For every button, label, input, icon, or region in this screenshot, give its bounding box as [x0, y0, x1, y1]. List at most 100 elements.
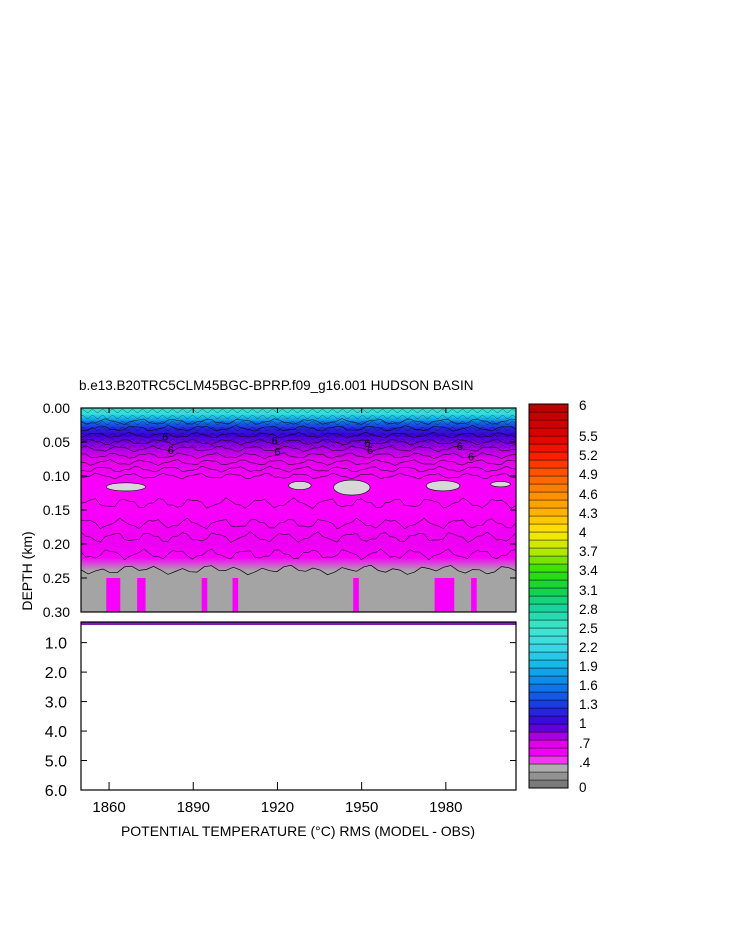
colorbar-tick-label: .4 — [579, 755, 591, 770]
colorbar-cell — [528, 675, 569, 685]
colorbar-cell — [528, 763, 569, 773]
colorbar-cell — [528, 747, 569, 757]
colorbar-cell — [528, 619, 569, 629]
colorbar-cell — [528, 419, 569, 429]
colorbar-cell — [528, 563, 569, 573]
y-tick-label: 4.0 — [45, 724, 67, 741]
colorbar-cell — [528, 667, 569, 677]
contour-label: 6 — [457, 441, 463, 453]
colorbar-cell — [528, 611, 569, 621]
colorbar-cell — [528, 467, 569, 477]
high-value-column — [232, 578, 239, 612]
colorbar-tick-label: 4.3 — [579, 506, 598, 521]
y-tick-label: 6.0 — [45, 783, 67, 800]
colorbar-cell — [528, 627, 569, 637]
colorbar-cell — [528, 515, 569, 525]
colorbar-cell — [528, 723, 569, 733]
y-tick-label: 0.25 — [43, 570, 70, 586]
colorbar-cell — [528, 475, 569, 485]
colorbar-tick-label: 2.8 — [579, 602, 598, 617]
colorbar-cells — [528, 403, 569, 789]
colorbar-tick-label: 1 — [579, 716, 587, 731]
colorbar-cell — [528, 571, 569, 581]
colorbar-cell — [528, 427, 569, 437]
colorbar-cell — [528, 779, 569, 789]
high-value-column — [471, 578, 477, 612]
colorbar-cell — [528, 651, 569, 661]
contour-label: 6 — [168, 445, 174, 457]
colorbar-tick-label: 1.9 — [579, 659, 598, 674]
y-tick-label: 0.15 — [43, 502, 70, 518]
colorbar-cell — [528, 755, 569, 765]
colorbar-tick-label: 5.2 — [579, 448, 598, 463]
contour-line — [81, 517, 516, 530]
colorbar-cell — [528, 595, 569, 605]
colorbar-tick-label: 1.6 — [579, 678, 598, 693]
contour-line — [81, 531, 516, 543]
contour-line — [81, 418, 516, 425]
lower-panel: 1.0 2.0 3.0 4.0 5.0 6.0 1860 1890 1920 1950 1980 — [45, 408, 517, 816]
low-value-patch — [490, 481, 511, 488]
y-tick-label: 0.10 — [43, 468, 70, 484]
contour-lines — [81, 418, 516, 560]
colorbar-cell — [528, 579, 569, 589]
gray-zone — [81, 564, 516, 612]
colorbar-cell — [528, 459, 569, 469]
colorbar-tick-label: 3.7 — [579, 544, 598, 559]
high-value-column — [106, 578, 121, 612]
colorbar-cell — [528, 659, 569, 669]
high-value-column — [353, 578, 359, 612]
y-tick-label: 5.0 — [45, 754, 67, 771]
colorbar-tick-label: 5.5 — [579, 429, 598, 444]
colorbar-cell — [528, 683, 569, 693]
y-tick-label: 0.00 — [43, 400, 70, 416]
colorbar-tick-label: 1.3 — [579, 697, 598, 712]
colorbar-cell — [528, 771, 569, 781]
contour-line — [81, 472, 516, 480]
contour-line — [81, 452, 516, 460]
low-value-patch — [333, 479, 371, 496]
x-axis: 1860 1890 1920 1950 1980 — [92, 408, 463, 816]
colorbar-cell — [528, 739, 569, 749]
contour-bands — [81, 479, 516, 612]
lower-y-axis: 1.0 2.0 3.0 4.0 5.0 6.0 — [45, 636, 516, 800]
colorbar-cell — [528, 635, 569, 645]
upper-y-axis: 0.00 0.05 0.10 0.15 0.20 0.25 0.30 — [43, 400, 516, 620]
contour-line — [81, 431, 516, 439]
y-tick-label: 2.0 — [45, 665, 67, 682]
y-axis-label: DEPTH (km) — [19, 531, 35, 610]
colorbar-cell — [528, 707, 569, 717]
colorbar-cell — [528, 507, 569, 517]
colorbar-tick-label: 3.1 — [579, 583, 598, 598]
low-value-patch — [105, 482, 146, 492]
y-tick-label: 1.0 — [45, 636, 67, 653]
colorbar-tick-label: 4 — [579, 525, 587, 540]
colorbar-cell — [528, 715, 569, 725]
colorbar-cell — [528, 539, 569, 549]
colorbar-cell — [528, 587, 569, 597]
y-tick-label: 0.30 — [43, 604, 70, 620]
colorbar-tick-label: 2.5 — [579, 621, 598, 636]
x-tick-label: 1860 — [92, 799, 125, 816]
colorbar-cell — [528, 691, 569, 701]
colorbar-cell — [528, 483, 569, 493]
colorbar-cell — [528, 411, 569, 421]
colorbar-frame — [528, 403, 569, 789]
colorbar-cell — [528, 547, 569, 557]
low-value-patch — [288, 481, 312, 490]
lower-panel-frame — [80, 621, 517, 791]
surface-noise — [81, 408, 516, 448]
contour-line — [81, 465, 516, 473]
x-tick-label: 1920 — [261, 799, 294, 816]
colorbar: 6 5.5 5.2 4.9 4.6 4.3 4 3.7 3.4 3.1 2.8 2.5 2.2 1.9 1.… — [528, 398, 598, 795]
low-value-patch — [425, 480, 461, 492]
y-tick-label: 3.0 — [45, 695, 67, 712]
x-axis-label: POTENTIAL TEMPERATURE (°C) RMS (MODEL - … — [121, 823, 475, 839]
contour-label: 6 — [364, 438, 370, 450]
contour-line — [81, 548, 516, 560]
colorbar-cell — [528, 435, 569, 445]
